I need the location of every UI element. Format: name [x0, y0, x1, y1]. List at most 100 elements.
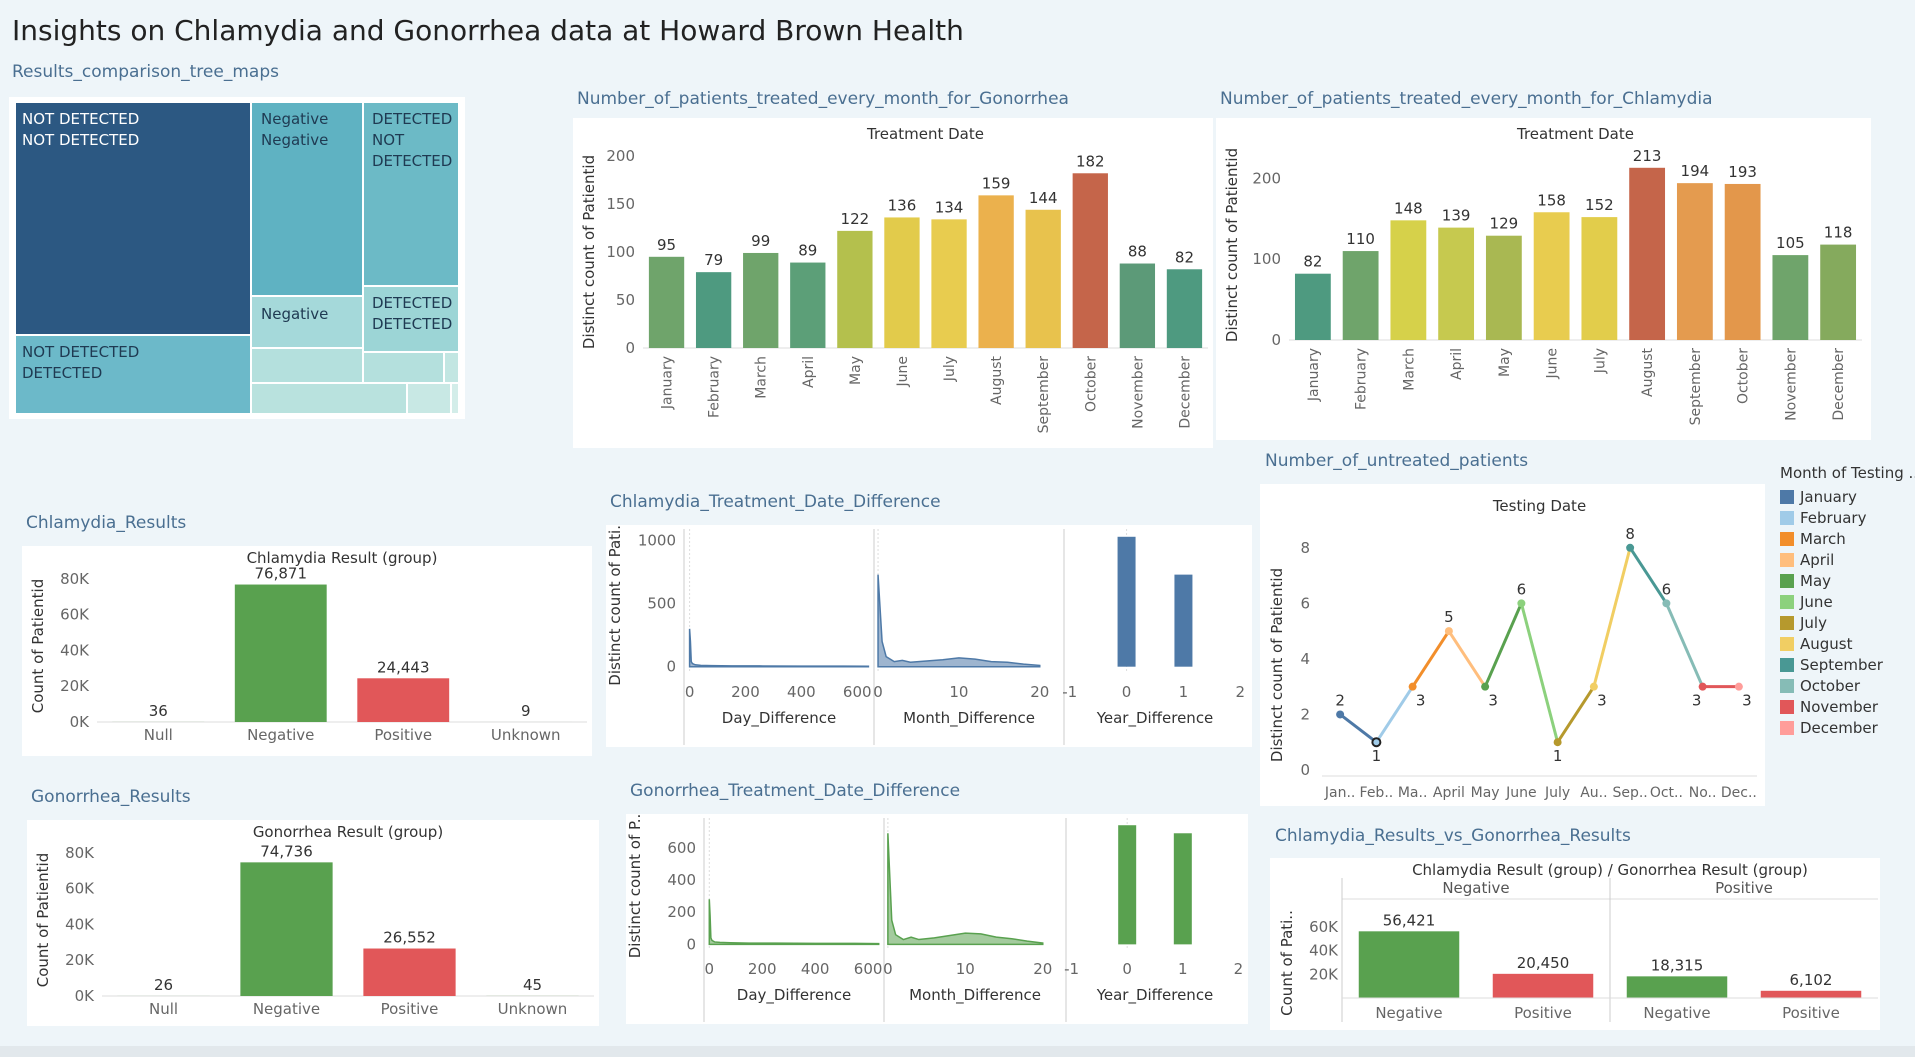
bar-november[interactable] — [1119, 263, 1156, 348]
bar-october[interactable] — [1724, 183, 1761, 340]
treemap-cell-negative[interactable] — [250, 295, 364, 349]
x-tick-label: April — [1449, 348, 1465, 380]
bar-march[interactable] — [1390, 220, 1427, 340]
legend-item[interactable]: June — [1780, 591, 1915, 612]
bar-march[interactable] — [743, 252, 779, 348]
x-tick-label: September — [1688, 348, 1704, 426]
legend-item[interactable]: September — [1780, 654, 1915, 675]
bar-june[interactable] — [1533, 212, 1570, 340]
line-point[interactable] — [1444, 627, 1453, 636]
bar-negative[interactable] — [234, 584, 327, 722]
bar-positive-negative[interactable] — [1626, 976, 1728, 998]
bar-september[interactable] — [1025, 209, 1061, 348]
line-point[interactable] — [1662, 599, 1671, 608]
bar-january[interactable] — [648, 256, 685, 348]
legend-item[interactable]: August — [1780, 633, 1915, 654]
x-tick-label: 0 — [685, 683, 695, 701]
legend-label: May — [1800, 571, 1832, 590]
data-label: 122 — [841, 210, 870, 228]
untreated-chart: Testing Date Distinct count of Patientid 0… — [1268, 497, 1757, 801]
data-label: 118 — [1824, 224, 1853, 242]
line-point[interactable] — [1626, 543, 1635, 552]
line-segment — [1664, 602, 1705, 688]
x-tick-label: June — [1505, 785, 1537, 801]
bar-november[interactable] — [1772, 255, 1809, 340]
x-tick-label: 0 — [1122, 960, 1132, 978]
line-point[interactable] — [1517, 599, 1526, 608]
bar-july[interactable] — [1581, 217, 1618, 340]
bar-june[interactable] — [884, 217, 920, 348]
bar-december[interactable] — [1166, 269, 1203, 348]
x-tick-label: 200 — [748, 960, 777, 978]
treemap-cell-detected-not-detected[interactable] — [362, 101, 460, 287]
bar-january[interactable] — [1294, 273, 1331, 340]
legend-item[interactable]: February — [1780, 507, 1915, 528]
bar-positive-positive[interactable] — [1760, 990, 1862, 998]
treemap-cell-small-6[interactable] — [450, 382, 460, 415]
x-tick-label: January — [660, 356, 676, 410]
area-series[interactable] — [688, 628, 870, 668]
data-label: 56,421 — [1383, 911, 1436, 929]
bar-october[interactable] — [1072, 173, 1108, 348]
legend-item[interactable]: July — [1780, 612, 1915, 633]
data-label: 3 — [1692, 692, 1702, 710]
line-point[interactable] — [1371, 737, 1382, 748]
area-series[interactable] — [708, 899, 880, 946]
legend-item[interactable]: November — [1780, 696, 1915, 717]
legend-item[interactable]: January — [1780, 486, 1915, 507]
legend-label: April — [1800, 550, 1835, 569]
bar-positive[interactable] — [357, 678, 450, 722]
line-point[interactable] — [1481, 682, 1490, 691]
bar-april[interactable] — [1438, 227, 1475, 340]
year-bar[interactable] — [1118, 825, 1137, 945]
treemap-cell-detected-detected[interactable] — [362, 285, 460, 353]
legend-item[interactable]: April — [1780, 549, 1915, 570]
bar-positive[interactable] — [363, 948, 456, 996]
treemap-cell-negative-negative[interactable] — [250, 101, 364, 297]
y-tick-label: 100 — [606, 243, 635, 261]
treemap-cell-small-5[interactable] — [406, 382, 452, 415]
data-label: 3 — [1742, 692, 1752, 710]
bar-august[interactable] — [1629, 167, 1666, 340]
bar-february[interactable] — [695, 272, 732, 348]
line-point[interactable] — [1408, 682, 1417, 691]
year-bar[interactable] — [1117, 536, 1136, 667]
treemap-cell-small-4[interactable] — [250, 382, 408, 415]
treemap-chart: NOT DETECTED NOT DETECTED NOT DETECTED D… — [14, 101, 460, 415]
treemap-cell-small-3[interactable] — [443, 351, 460, 384]
bar-negative-negative[interactable] — [1358, 931, 1460, 998]
y-tick-label: 4 — [1300, 650, 1310, 668]
legend-item[interactable]: March — [1780, 528, 1915, 549]
bar-may[interactable] — [1485, 235, 1522, 340]
bar-august[interactable] — [978, 195, 1014, 348]
area-series[interactable] — [887, 833, 1044, 946]
area-series[interactable] — [877, 574, 1041, 668]
bar-february[interactable] — [1342, 251, 1379, 340]
bar-may[interactable] — [837, 230, 873, 348]
x-tick-label: October — [1083, 356, 1099, 412]
legend-item[interactable]: October — [1780, 675, 1915, 696]
bar-negative-positive[interactable] — [1492, 973, 1594, 998]
treemap-cell-small-2[interactable] — [362, 351, 445, 384]
legend-item[interactable]: May — [1780, 570, 1915, 591]
data-label: 20,450 — [1517, 954, 1570, 972]
data-label: 110 — [1346, 230, 1375, 248]
sheet-title-chlamydia-month: Number_of_patients_treated_every_month_f… — [1220, 89, 1713, 109]
line-point[interactable] — [1589, 682, 1598, 691]
line-point[interactable] — [1336, 710, 1345, 719]
bar-july[interactable] — [931, 219, 967, 348]
line-point[interactable] — [1698, 682, 1707, 691]
bar-negative[interactable] — [240, 862, 333, 996]
treemap-label-nd-nd-1: NOT DETECTED — [22, 110, 139, 128]
legend-item[interactable]: December — [1780, 717, 1915, 738]
bar-september[interactable] — [1676, 183, 1713, 340]
treemap-cell-small-1[interactable] — [250, 347, 364, 384]
bar-december[interactable] — [1820, 244, 1857, 340]
year-bar[interactable] — [1174, 574, 1193, 667]
line-point[interactable] — [1734, 682, 1743, 691]
data-label: 136 — [888, 196, 917, 214]
bar-april[interactable] — [790, 262, 826, 348]
line-point[interactable] — [1553, 738, 1562, 747]
treemap-label-d-nd-2: NOT — [372, 131, 405, 149]
year-bar[interactable] — [1173, 833, 1192, 945]
